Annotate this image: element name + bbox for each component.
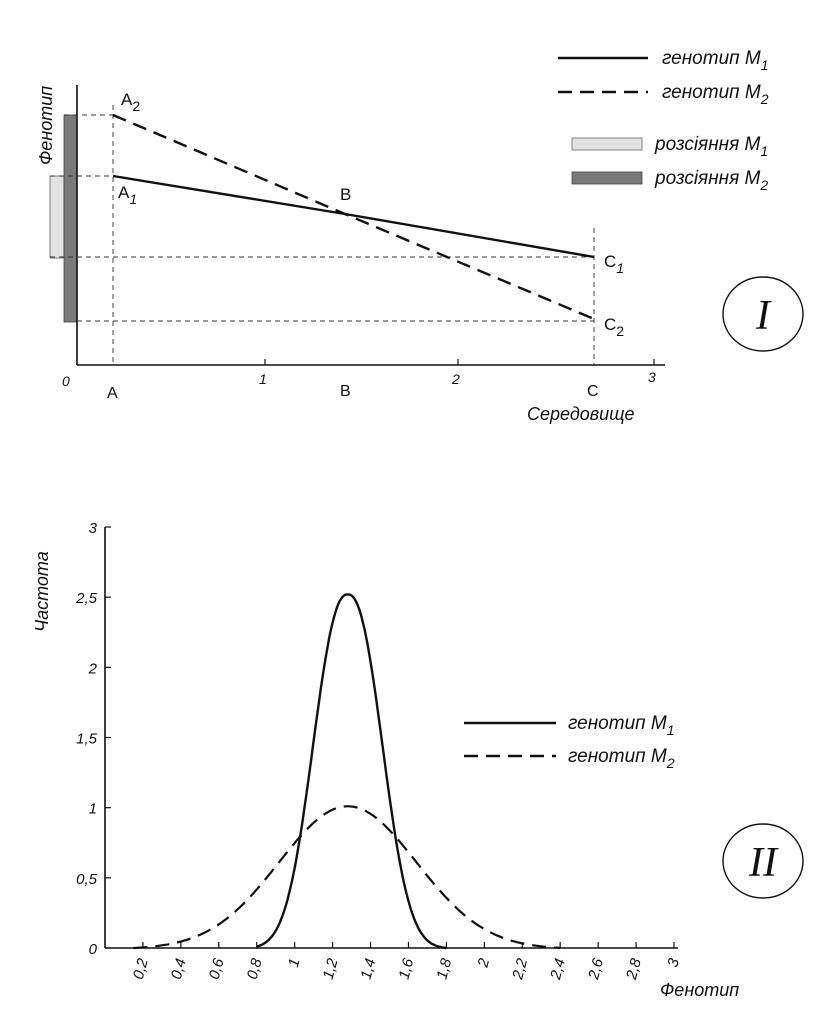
panel-one-x-point-b: B <box>340 383 351 400</box>
panel-two-legend: генотип M1 генотип M2 <box>464 713 675 771</box>
panel-two-badge-label: II <box>748 840 779 886</box>
panel-one-tick-label-2: 2 <box>451 371 460 387</box>
panel-two-y-tick-label: 2 <box>88 660 98 677</box>
legend-label-m2: генотип M2 <box>662 82 769 107</box>
panel-two-x-tick-label: 1,8 <box>433 956 455 981</box>
legend-label-scatter-m2: розсіяння M2 <box>654 168 768 193</box>
legend-swatch-scatter-m1 <box>571 137 643 151</box>
panel-two-x-tick-label: 1,6 <box>396 956 418 981</box>
panel-one-x-point-c: C <box>587 383 599 400</box>
panel-two-x-tick-label: 1,4 <box>358 957 380 982</box>
panel-one-x-axis-title: Середовище <box>527 404 635 424</box>
panel-two-x-tick-label: 1,2 <box>320 956 342 981</box>
point-label-c2: C2 <box>604 315 624 339</box>
panel-one-badge <box>722 276 804 352</box>
panel-one-tick-label-0: 0 <box>62 373 70 389</box>
panel-two-x-tick-label: 2 <box>474 956 493 970</box>
panel-one-tick-label-1: 1 <box>259 371 267 387</box>
panel-two-x-tick-label: 0,4 <box>168 957 190 982</box>
panel-two-y-tick-label: 3 <box>89 520 98 537</box>
panel-two-y-axis-title: Частота <box>32 551 52 632</box>
panel-one-legend: генотип M1 генотип M2 розсіяння M1 розсі… <box>558 48 769 193</box>
panel-two-x-tick-label: 0,8 <box>244 956 266 981</box>
panel-two-y-tick-label: 0 <box>89 941 98 958</box>
legend2-label-m1: генотип M1 <box>568 713 675 738</box>
panel-two-x-tick-label: 0,6 <box>206 956 228 981</box>
panel-two-y-tick-label: 0,5 <box>76 871 98 888</box>
panel-two-x-tick-label: 0,2 <box>130 956 152 981</box>
panel-one: A2 A1 B C1 C2 0 1 2 3 A B C Середовище Ф… <box>36 48 804 424</box>
legend-label-scatter-m1: розсіяння M1 <box>654 134 768 159</box>
panel-two-x-tick-label: 3 <box>664 956 683 969</box>
panel-two-y-tick-label: 1,5 <box>76 731 98 748</box>
series-curve-m1 <box>256 593 447 950</box>
panel-two-x-tick-label: 2,8 <box>623 956 645 982</box>
legend-swatch-scatter-m2 <box>571 171 643 185</box>
series-curve-m2 <box>133 805 561 950</box>
panel-two-x-tick-label: 2,4 <box>547 957 569 983</box>
panel-one-x-point-a: A <box>107 385 118 402</box>
panel-one-tick-label-3: 3 <box>648 369 656 385</box>
panel-two-x-tick-label: 2,2 <box>509 956 531 982</box>
legend-label-m1: генотип M1 <box>662 48 769 73</box>
point-label-b: B <box>340 185 351 204</box>
legend2-label-m2: генотип M2 <box>568 746 675 771</box>
series-line-m1 <box>112 174 595 259</box>
panel-two-x-axis-title: Фенотип <box>660 980 739 1000</box>
panel-one-badge-label: I <box>755 293 772 339</box>
panel-two-y-ticks: 0 0,5 1 1,5 2 2,5 3 <box>75 520 111 958</box>
scatter-bar-m2 <box>63 114 78 323</box>
panel-two-y-tick-label: 1 <box>89 801 97 818</box>
point-label-a2: A2 <box>121 90 140 114</box>
point-label-c1: C1 <box>604 252 624 276</box>
panel-two: 0 0,5 1 1,5 2 2,5 3 0,2 0,4 0,6 0,8 1 1,2 1,4 1,6 1,8 2… <box>32 520 804 1000</box>
panel-two-badge <box>722 823 804 899</box>
point-label-a1: A1 <box>118 183 137 207</box>
panel-two-x-tick-label: 1 <box>285 957 304 969</box>
panel-two-x-tick-label: 2,6 <box>585 956 607 982</box>
panel-two-y-tick-label: 2,5 <box>75 590 98 607</box>
panel-one-y-axis-title: Фенотип <box>36 86 56 165</box>
scatter-bar-m1 <box>49 175 65 259</box>
series-line-m2 <box>112 113 595 321</box>
